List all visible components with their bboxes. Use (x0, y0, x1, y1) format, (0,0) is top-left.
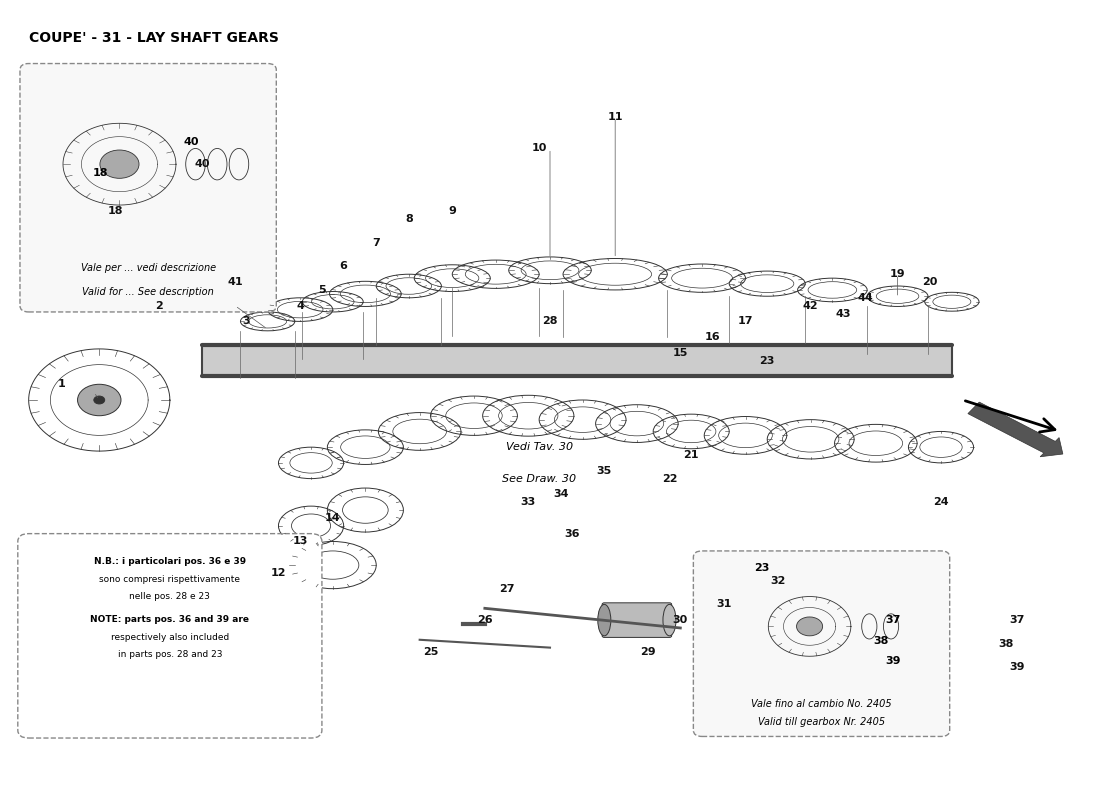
Text: 24: 24 (933, 497, 949, 507)
Text: 19: 19 (890, 270, 905, 279)
FancyArrow shape (968, 402, 1063, 457)
Circle shape (77, 384, 121, 416)
Text: NOTE: parts pos. 36 and 39 are: NOTE: parts pos. 36 and 39 are (90, 615, 250, 624)
Text: 17: 17 (738, 316, 754, 326)
Text: 37: 37 (886, 615, 901, 625)
Text: 31: 31 (716, 599, 732, 610)
Text: COUPE' - 31 - LAY SHAFT GEARS: COUPE' - 31 - LAY SHAFT GEARS (29, 30, 278, 45)
Circle shape (796, 617, 823, 636)
Circle shape (100, 150, 139, 178)
Text: 28: 28 (542, 316, 558, 326)
FancyBboxPatch shape (18, 534, 322, 738)
Text: 39: 39 (1010, 662, 1025, 672)
Ellipse shape (597, 604, 611, 636)
Text: 25: 25 (422, 646, 438, 657)
Text: 43: 43 (836, 309, 851, 318)
Text: 42: 42 (803, 301, 818, 310)
Text: 21: 21 (683, 450, 698, 460)
Text: 40: 40 (184, 138, 199, 147)
Text: 7: 7 (372, 238, 381, 248)
Text: 33: 33 (520, 497, 536, 507)
Text: 38: 38 (999, 638, 1014, 649)
Text: respectively also included: respectively also included (111, 633, 229, 642)
Text: 3: 3 (242, 316, 250, 326)
Text: 23: 23 (755, 563, 770, 573)
Text: 36: 36 (564, 529, 580, 538)
Text: in parts pos. 28 and 23: in parts pos. 28 and 23 (118, 650, 222, 659)
Text: 44: 44 (857, 293, 872, 303)
Text: 6: 6 (340, 262, 348, 271)
Text: 41: 41 (228, 277, 243, 287)
Polygon shape (202, 345, 952, 377)
Text: 14: 14 (324, 513, 341, 523)
Text: Vale per ... vedi descrizione: Vale per ... vedi descrizione (80, 263, 216, 273)
Text: 37: 37 (1010, 615, 1025, 625)
Text: 40: 40 (195, 159, 210, 169)
Text: 16: 16 (705, 332, 720, 342)
Text: 39: 39 (886, 657, 901, 666)
Text: Vale fino al cambio No. 2405: Vale fino al cambio No. 2405 (751, 699, 892, 710)
Text: 29: 29 (640, 646, 656, 657)
Text: 22: 22 (662, 474, 678, 484)
Text: 18: 18 (92, 168, 108, 178)
Text: 11: 11 (607, 112, 623, 122)
Text: Valid for ... See description: Valid for ... See description (82, 286, 214, 297)
FancyBboxPatch shape (693, 551, 949, 737)
Text: 23: 23 (759, 356, 774, 366)
Text: 5: 5 (318, 285, 326, 295)
Text: 13: 13 (293, 537, 308, 546)
Text: 10: 10 (531, 143, 547, 154)
Text: 34: 34 (553, 490, 569, 499)
FancyBboxPatch shape (20, 63, 276, 312)
Text: 2: 2 (155, 301, 163, 310)
Text: 26: 26 (477, 615, 493, 625)
Text: See Draw. 30: See Draw. 30 (502, 474, 576, 484)
Text: 12: 12 (271, 568, 286, 578)
Text: Vedi Tav. 30: Vedi Tav. 30 (506, 442, 573, 452)
Ellipse shape (663, 604, 676, 636)
Text: 35: 35 (596, 466, 612, 476)
Text: nelle pos. 28 e 23: nelle pos. 28 e 23 (130, 592, 210, 601)
Text: 1: 1 (57, 379, 65, 390)
Text: 32: 32 (770, 576, 785, 586)
Text: 20: 20 (923, 277, 938, 287)
Circle shape (94, 396, 104, 404)
Text: 15: 15 (672, 348, 688, 358)
Text: 4: 4 (296, 301, 304, 310)
Text: Valid till gearbox Nr. 2405: Valid till gearbox Nr. 2405 (758, 717, 886, 726)
Text: 8: 8 (405, 214, 412, 224)
Text: N.B.: i particolari pos. 36 e 39: N.B.: i particolari pos. 36 e 39 (94, 558, 246, 566)
Text: 18: 18 (108, 206, 123, 216)
Text: sono compresi rispettivamente: sono compresi rispettivamente (99, 574, 241, 583)
Text: 38: 38 (873, 636, 889, 646)
FancyBboxPatch shape (602, 603, 672, 638)
Text: 9: 9 (449, 206, 456, 216)
Text: 30: 30 (673, 615, 688, 625)
Text: 27: 27 (498, 584, 515, 594)
